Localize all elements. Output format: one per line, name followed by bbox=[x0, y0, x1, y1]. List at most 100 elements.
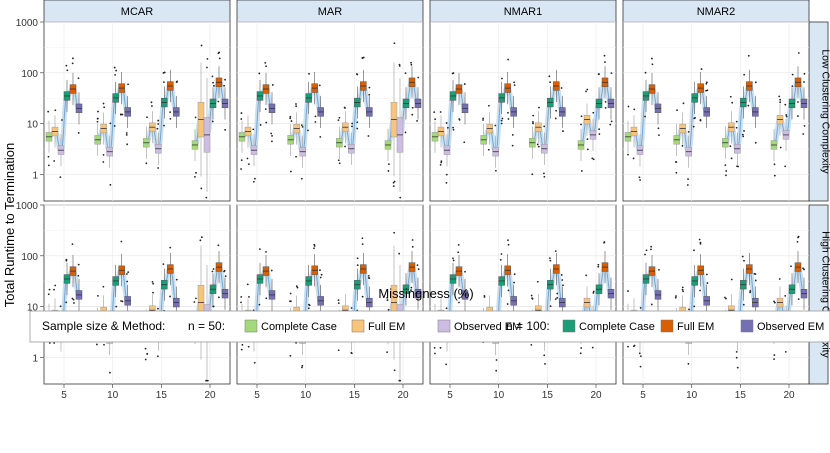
outlier-point bbox=[350, 307, 353, 309]
legend-swatch bbox=[351, 319, 365, 333]
outlier-point bbox=[120, 113, 122, 116]
outlier-point bbox=[120, 240, 123, 243]
legend-swatch bbox=[437, 319, 451, 333]
outlier-point bbox=[495, 359, 498, 361]
outlier-point bbox=[513, 84, 516, 87]
outlier-point bbox=[156, 355, 159, 358]
outlier-point bbox=[47, 164, 50, 167]
outlier-point bbox=[367, 277, 370, 279]
outlier-point bbox=[644, 253, 646, 256]
outlier-point bbox=[731, 101, 734, 104]
outlier-point bbox=[560, 87, 563, 89]
outlier-point bbox=[398, 65, 401, 67]
x-tick-label: 15 bbox=[542, 390, 554, 401]
outlier-point bbox=[500, 119, 503, 122]
outlier-point bbox=[754, 273, 757, 276]
legend-title: Sample size & Method: bbox=[42, 319, 165, 333]
outlier-point bbox=[351, 125, 353, 128]
outlier-point bbox=[627, 105, 630, 108]
outlier-point bbox=[152, 282, 154, 285]
outlier-point bbox=[61, 119, 63, 121]
outlier-point bbox=[585, 90, 587, 93]
outlier-point bbox=[610, 120, 613, 123]
outlier-point bbox=[351, 122, 354, 125]
outlier-point bbox=[350, 352, 353, 355]
outlier-point bbox=[688, 308, 690, 311]
outlier-point bbox=[152, 291, 154, 294]
outlier-point bbox=[157, 167, 160, 169]
outlier-point bbox=[356, 121, 359, 124]
outlier-point bbox=[193, 175, 196, 178]
outlier-point bbox=[507, 243, 510, 246]
outlier-point bbox=[319, 276, 322, 279]
outlier-point bbox=[240, 348, 243, 351]
outlier-point bbox=[639, 355, 642, 358]
outlier-point bbox=[681, 286, 684, 289]
outlier-point bbox=[169, 295, 171, 298]
outlier-point bbox=[784, 103, 787, 106]
outlier-point bbox=[511, 144, 514, 147]
x-tick-label: 20 bbox=[590, 390, 602, 401]
outlier-point bbox=[144, 347, 147, 350]
outlier-point bbox=[687, 362, 690, 365]
outlier-point bbox=[627, 345, 629, 348]
outlier-point bbox=[344, 145, 346, 148]
outlier-point bbox=[784, 350, 787, 353]
outlier-point bbox=[790, 265, 792, 268]
panel-mar-row-1: 5 10 15 20 bbox=[236, 204, 424, 401]
outlier-point bbox=[749, 289, 752, 292]
outlier-point bbox=[482, 117, 485, 120]
outlier-point bbox=[206, 57, 209, 60]
legend-box bbox=[29, 310, 830, 343]
outlier-point bbox=[579, 352, 582, 355]
outlier-point bbox=[163, 124, 165, 127]
outlier-point bbox=[313, 243, 316, 246]
outlier-point bbox=[258, 303, 261, 306]
outlier-point bbox=[638, 176, 641, 179]
outlier-point bbox=[532, 122, 534, 125]
outlier-point bbox=[797, 298, 800, 300]
outlier-point bbox=[779, 101, 782, 104]
outlier-point bbox=[295, 105, 298, 108]
legend-item-label: Full EM bbox=[677, 321, 714, 333]
outlier-point bbox=[71, 57, 74, 60]
outlier-point bbox=[71, 243, 74, 246]
y-tick-label: 10 bbox=[27, 303, 39, 314]
outlier-point bbox=[741, 255, 744, 258]
outlier-point bbox=[270, 269, 273, 272]
outlier-point bbox=[598, 128, 601, 131]
outlier-point bbox=[162, 263, 165, 266]
outlier-point bbox=[591, 346, 594, 349]
y-tick-label: 1000 bbox=[16, 201, 39, 212]
outlier-point bbox=[355, 73, 358, 75]
outlier-point bbox=[319, 269, 321, 271]
facet-header-label: NMAR1 bbox=[504, 6, 543, 18]
outlier-point bbox=[386, 299, 389, 301]
outlier-point bbox=[549, 81, 552, 84]
outlier-point bbox=[784, 294, 787, 297]
outlier-point bbox=[393, 369, 396, 372]
outlier-point bbox=[487, 104, 490, 107]
outlier-point bbox=[538, 106, 540, 109]
outlier-point bbox=[65, 259, 68, 262]
outlier-point bbox=[356, 127, 359, 130]
outlier-point bbox=[120, 300, 122, 302]
x-tick-label: 20 bbox=[204, 390, 216, 401]
outlier-point bbox=[705, 82, 708, 85]
outlier-point bbox=[779, 98, 782, 101]
outlier-point bbox=[361, 243, 364, 245]
outlier-point bbox=[730, 278, 733, 281]
outlier-point bbox=[556, 292, 559, 295]
outlier-point bbox=[102, 285, 105, 288]
outlier-point bbox=[393, 180, 396, 183]
x-tick-label: 5 bbox=[447, 390, 453, 401]
outlier-point bbox=[458, 118, 461, 120]
outlier-point bbox=[265, 121, 268, 124]
legend-swatch bbox=[740, 319, 754, 333]
outlier-point bbox=[494, 124, 497, 127]
legend-group-n100: n = 100: bbox=[506, 319, 550, 333]
outlier-point bbox=[530, 343, 533, 346]
legend-swatch bbox=[244, 319, 258, 333]
outlier-point bbox=[543, 172, 545, 175]
outlier-point bbox=[398, 252, 401, 255]
